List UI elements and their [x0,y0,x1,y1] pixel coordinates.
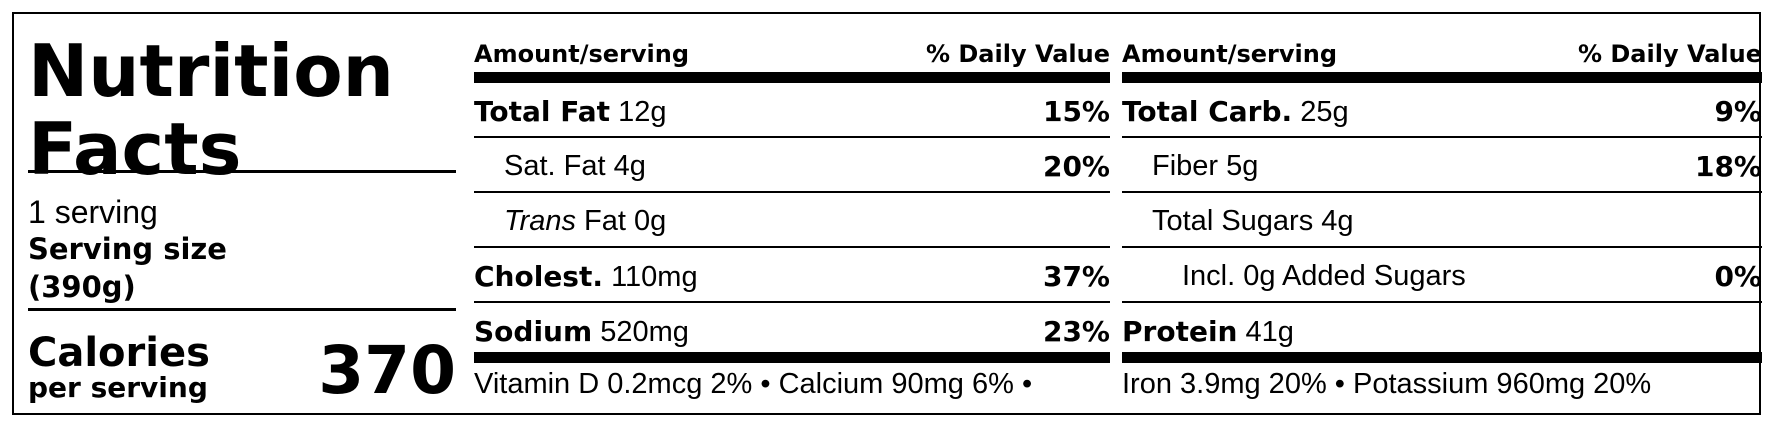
nutrient-amount: Sat. Fat 4g [504,150,646,182]
daily-value-header: % Daily Value [1577,40,1762,68]
nutrient-column-left: Amount/serving % Daily Value Total Fat 1… [474,14,1110,413]
divider [28,170,456,173]
nutrient-row-protein: Protein 41g [1122,303,1762,358]
column-header: Amount/serving % Daily Value [1122,40,1762,72]
nutrient-amount: 520mg [600,316,689,348]
nutrient-row-total-sugars: Total Sugars 4g [1122,193,1762,248]
nutrient-daily-value: 20% [1042,150,1110,183]
label-left-panel: Nutrition Facts 1 serving Serving size (… [28,14,456,413]
divider [28,308,456,311]
daily-value-header: % Daily Value [925,40,1110,68]
nutrient-amount: 25g [1300,96,1349,128]
nutrient-row-trans-fat: Trans Fat 0g [474,193,1110,248]
vitamins-minerals-left: Vitamin D 0.2mcg 2% • Calcium 90mg 6% • [474,368,1033,400]
nutrient-daily-value: 15% [1042,95,1110,128]
calories-value: 370 [318,332,456,409]
nutrient-daily-value: 18% [1694,150,1762,183]
nutrient-row-total-fat: Total Fat 12g 15% [474,83,1110,138]
nutrient-name: Protein [1122,315,1238,348]
serving-size-value: (390g) [28,270,136,304]
nutrient-amount: Fiber 5g [1152,150,1259,182]
nutrient-name: Sodium [474,315,593,348]
nutrient-daily-value: 9% [1714,95,1762,128]
nutrient-column-right: Amount/serving % Daily Value Total Carb.… [1122,14,1762,413]
nutrient-row-total-carb: Total Carb. 25g 9% [1122,83,1762,138]
nutrition-label: Nutrition Facts 1 serving Serving size (… [12,12,1762,415]
nutrient-row-sat-fat: Sat. Fat 4g 20% [474,138,1110,193]
calories-label: Calories [28,330,210,376]
nutrient-amount: Fat 0g [584,205,667,237]
nutrient-daily-value: 0% [1714,260,1762,293]
amount-header: Amount/serving [1122,40,1338,68]
nutrient-name: Total Carb. [1122,95,1293,128]
label-title: Nutrition Facts [28,29,394,191]
nutrient-daily-value: 37% [1042,260,1110,293]
thick-divider [474,72,1110,83]
calories-per-serving: per serving [28,371,208,404]
serving-size: Serving size (390g) [28,230,328,306]
thick-divider [474,352,1110,363]
nutrient-amount: Incl. 0g Added Sugars [1182,260,1466,292]
nutrient-row-fiber: Fiber 5g 18% [1122,138,1762,193]
column-header: Amount/serving % Daily Value [474,40,1110,72]
serving-size-label: Serving size [28,232,227,266]
servings-count: 1 serving [28,194,158,230]
nutrient-amount: 110mg [611,261,698,293]
nutrient-amount: Total Sugars 4g [1152,205,1354,237]
nutrient-amount: 41g [1245,316,1294,348]
nutrient-name: Cholest. [474,260,603,293]
thick-divider [1122,72,1762,83]
trans-italic: Trans [504,205,576,237]
nutrient-daily-value: 23% [1042,315,1110,348]
thick-divider [1122,352,1762,363]
nutrient-row-sodium: Sodium 520mg 23% [474,303,1110,358]
nutrient-row-added-sugars: Incl. 0g Added Sugars 0% [1122,248,1762,303]
vitamins-minerals-right: Iron 3.9mg 20% • Potassium 960mg 20% [1122,368,1652,400]
nutrient-amount: 12g [618,96,667,128]
nutrient-row-cholesterol: Cholest. 110mg 37% [474,248,1110,303]
nutrient-name: Total Fat [474,95,611,128]
amount-header: Amount/serving [474,40,690,68]
